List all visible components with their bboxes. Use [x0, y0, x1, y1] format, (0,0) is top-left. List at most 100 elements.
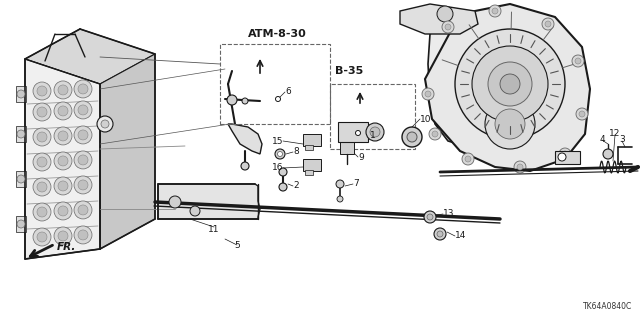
Circle shape: [559, 148, 571, 160]
Circle shape: [78, 180, 88, 190]
Circle shape: [37, 157, 47, 167]
Polygon shape: [25, 59, 100, 259]
Text: 1: 1: [370, 131, 376, 140]
Circle shape: [17, 220, 25, 228]
Circle shape: [58, 206, 68, 216]
Circle shape: [78, 230, 88, 240]
Circle shape: [33, 178, 51, 196]
Text: 16: 16: [271, 164, 283, 173]
Circle shape: [275, 149, 285, 159]
Circle shape: [58, 85, 68, 95]
Circle shape: [37, 182, 47, 192]
Circle shape: [37, 86, 47, 96]
Circle shape: [54, 152, 72, 170]
Circle shape: [407, 132, 417, 142]
Circle shape: [442, 21, 454, 33]
Circle shape: [33, 228, 51, 246]
Circle shape: [54, 102, 72, 120]
Circle shape: [575, 58, 581, 64]
Circle shape: [78, 205, 88, 215]
Circle shape: [17, 175, 25, 183]
Bar: [16, 171, 26, 187]
Circle shape: [576, 108, 588, 120]
Circle shape: [279, 183, 287, 191]
Text: B-35: B-35: [335, 66, 364, 76]
Bar: [16, 86, 26, 102]
Circle shape: [54, 81, 72, 99]
Circle shape: [78, 84, 88, 94]
Circle shape: [58, 156, 68, 166]
Text: 9: 9: [358, 152, 364, 161]
Circle shape: [78, 130, 88, 140]
Bar: [303, 159, 321, 171]
Circle shape: [517, 164, 523, 170]
Circle shape: [37, 232, 47, 242]
Circle shape: [78, 155, 88, 165]
Circle shape: [74, 226, 92, 244]
Text: 12: 12: [609, 129, 621, 137]
Polygon shape: [158, 184, 260, 219]
Circle shape: [425, 91, 431, 97]
Circle shape: [432, 131, 438, 137]
Circle shape: [462, 153, 474, 165]
Text: 2: 2: [293, 182, 299, 190]
Circle shape: [241, 162, 249, 170]
Circle shape: [58, 131, 68, 141]
Text: 5: 5: [234, 241, 240, 250]
Circle shape: [33, 153, 51, 171]
Polygon shape: [228, 124, 262, 154]
Text: 7: 7: [353, 180, 359, 189]
Text: 10: 10: [420, 115, 431, 123]
Text: 6: 6: [285, 87, 291, 97]
Circle shape: [74, 201, 92, 219]
Circle shape: [54, 227, 72, 245]
Circle shape: [227, 95, 237, 105]
Circle shape: [33, 203, 51, 221]
Circle shape: [37, 132, 47, 142]
Circle shape: [33, 82, 51, 100]
Text: TK64A0840C: TK64A0840C: [583, 302, 632, 311]
Circle shape: [445, 24, 451, 30]
Circle shape: [54, 127, 72, 145]
Text: 3: 3: [619, 135, 625, 144]
Polygon shape: [428, 14, 582, 151]
Circle shape: [500, 74, 520, 94]
Polygon shape: [25, 29, 155, 84]
Circle shape: [58, 231, 68, 241]
Circle shape: [402, 127, 422, 147]
Text: FR.: FR.: [57, 242, 76, 252]
Polygon shape: [100, 54, 155, 249]
Circle shape: [488, 62, 532, 106]
Circle shape: [33, 128, 51, 146]
Circle shape: [74, 176, 92, 194]
Circle shape: [17, 90, 25, 98]
Circle shape: [495, 109, 525, 139]
Bar: [16, 216, 26, 232]
Circle shape: [74, 101, 92, 119]
Circle shape: [422, 88, 434, 100]
Circle shape: [558, 153, 566, 161]
Circle shape: [572, 55, 584, 67]
Circle shape: [33, 103, 51, 121]
Circle shape: [74, 80, 92, 98]
Circle shape: [514, 161, 526, 173]
Circle shape: [465, 156, 471, 162]
Text: ATM-8-30: ATM-8-30: [248, 29, 307, 39]
Polygon shape: [555, 151, 580, 164]
Text: 13: 13: [443, 210, 454, 219]
Circle shape: [54, 177, 72, 195]
Circle shape: [37, 107, 47, 117]
Circle shape: [242, 98, 248, 104]
Text: 8: 8: [293, 147, 299, 157]
Circle shape: [17, 130, 25, 138]
Circle shape: [434, 228, 446, 240]
Circle shape: [562, 151, 568, 157]
Circle shape: [545, 21, 551, 27]
Circle shape: [485, 99, 535, 149]
Circle shape: [429, 128, 441, 140]
Circle shape: [355, 130, 360, 136]
Circle shape: [190, 206, 200, 216]
Circle shape: [455, 29, 565, 139]
Bar: [340, 136, 354, 154]
Text: 11: 11: [208, 225, 220, 234]
